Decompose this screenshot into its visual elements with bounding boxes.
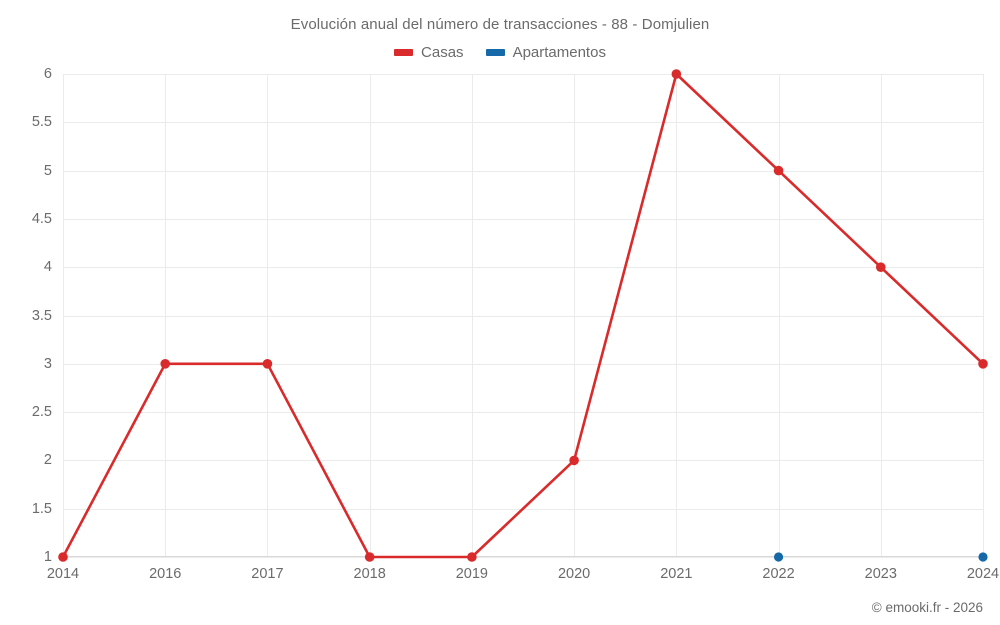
- data-point-casas-2016[interactable]: [160, 359, 171, 369]
- chart-legend: Casas Apartamentos: [0, 44, 1000, 61]
- legend-label-apartamentos: Apartamentos: [512, 44, 606, 61]
- x-tick-label: 2017: [251, 566, 284, 582]
- gridline-horizontal: [63, 122, 983, 124]
- gridline-horizontal: [63, 170, 983, 172]
- x-tick-label: 2021: [660, 566, 693, 582]
- gridline-vertical: [369, 74, 371, 557]
- gridline-horizontal: [63, 74, 983, 75]
- gridline-vertical: [880, 74, 882, 557]
- y-tick-label: 4: [43, 259, 52, 276]
- x-tick-label: 2016: [149, 566, 182, 582]
- data-point-casas-2021[interactable]: [671, 69, 682, 79]
- gridline-vertical: [165, 74, 167, 557]
- footer-credit: © emooki.fr - 2026: [871, 600, 983, 615]
- data-point-apartamentos-2022[interactable]: [773, 552, 784, 562]
- gridline-horizontal: [63, 557, 983, 558]
- gridline-vertical: [574, 74, 576, 557]
- data-point-casas-2024[interactable]: [978, 359, 988, 369]
- x-tick-label: 2014: [46, 566, 80, 582]
- data-point-casas-2020[interactable]: [569, 455, 579, 466]
- y-tick-label: 2.5: [31, 404, 52, 421]
- gridline-horizontal: [63, 267, 983, 269]
- gridline-vertical: [778, 74, 780, 557]
- x-axis-labels: 2014 2016 2017 2018 2019 2020 2021 2022 2023 2024: [47, 566, 999, 588]
- x-tick-label: 2018: [353, 566, 386, 582]
- x-tick-label: 2022: [762, 566, 795, 582]
- legend-swatch-apartamentos: [485, 49, 505, 56]
- y-tick-label: 1.5: [31, 500, 52, 517]
- gridline-vertical: [983, 74, 984, 557]
- x-tick-label: 2020: [557, 566, 591, 582]
- data-point-apartamentos-2024[interactable]: [978, 552, 988, 562]
- y-tick-label: 6: [43, 66, 52, 82]
- gridline-vertical: [63, 74, 64, 557]
- legend-item-apartamentos[interactable]: Apartamentos: [485, 44, 606, 61]
- legend-label-casas: Casas: [421, 44, 464, 61]
- y-tick-label: 3.5: [31, 307, 52, 324]
- data-point-casas-2023[interactable]: [875, 262, 886, 272]
- series-layer: [58, 69, 988, 562]
- data-point-casas-2014[interactable]: [58, 552, 68, 562]
- data-point-casas-2022[interactable]: [773, 165, 784, 176]
- y-tick-label: 3: [43, 355, 52, 372]
- y-tick-label: 1: [43, 549, 52, 565]
- chart-title: Evolución anual del número de transaccio…: [290, 16, 710, 33]
- legend-swatch-casas: [394, 49, 414, 56]
- gridline-horizontal: [63, 218, 983, 220]
- data-point-casas-2017[interactable]: [262, 359, 273, 369]
- gridline-vertical: [676, 74, 678, 557]
- x-tick-label: 2024: [966, 566, 1000, 582]
- gridline-horizontal: [63, 315, 983, 317]
- gridline-horizontal: [63, 460, 983, 462]
- x-tick-label: 2023: [864, 566, 897, 582]
- y-axis-labels: 1 1.5 2 2.5 3 3.5 4 4.5 5 5.5 6: [0, 66, 52, 565]
- x-tick-label: 2019: [455, 566, 489, 582]
- y-tick-label: 5.5: [31, 114, 52, 131]
- y-tick-label: 4.5: [31, 210, 52, 227]
- data-point-casas-2018[interactable]: [364, 552, 375, 562]
- gridline-horizontal: [63, 363, 983, 365]
- x-axis-line: [63, 556, 983, 557]
- gridline-vertical: [267, 74, 269, 557]
- plot-area: [58, 69, 988, 562]
- gridline-horizontal: [63, 412, 983, 414]
- y-tick-label: 5: [43, 162, 52, 179]
- legend-item-casas[interactable]: Casas: [394, 44, 464, 61]
- series-line-casas: [61, 72, 985, 559]
- data-point-casas-2019[interactable]: [467, 552, 477, 562]
- y-tick-label: 2: [43, 452, 52, 469]
- gridline-vertical: [471, 74, 473, 557]
